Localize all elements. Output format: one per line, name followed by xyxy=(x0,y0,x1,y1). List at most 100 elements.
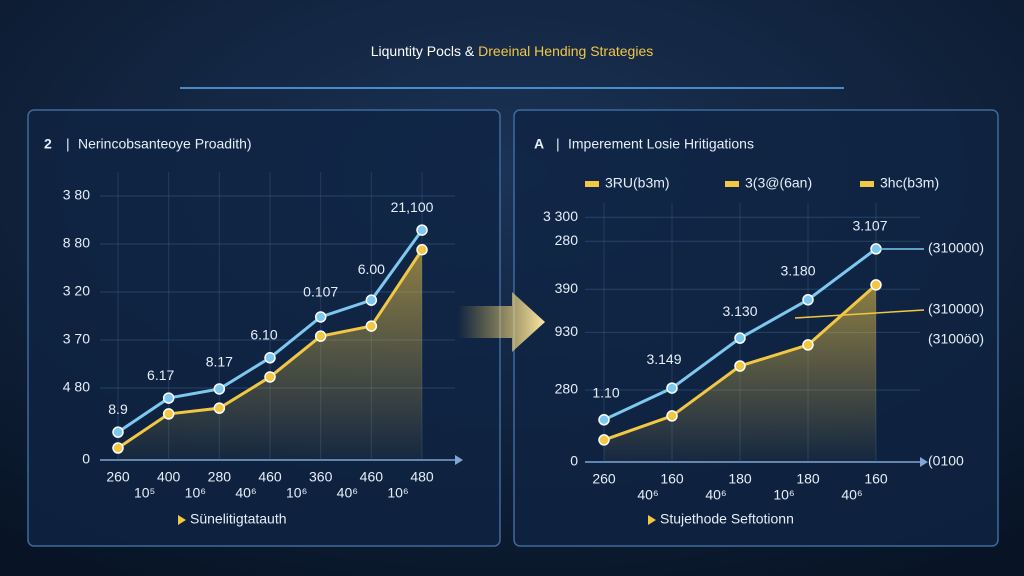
point xyxy=(365,320,378,332)
point xyxy=(162,392,175,404)
right-label: (3100ö0) xyxy=(928,331,984,347)
x-sublabel: 40⁶ xyxy=(637,487,658,503)
x-sublabel: 10⁶ xyxy=(286,485,307,501)
legend-label: Sünelitigtatauth xyxy=(190,511,287,527)
x-tick-label: 160 xyxy=(660,471,684,487)
y-tick-label: 930 xyxy=(555,323,579,339)
x-tick-label: 480 xyxy=(410,469,434,485)
x-tick-label: 460 xyxy=(360,469,384,485)
point xyxy=(666,410,678,422)
x-tick-label: 460 xyxy=(258,469,282,485)
annotation: 8.9 xyxy=(108,401,128,417)
x-tick-label: 400 xyxy=(157,469,181,485)
point xyxy=(416,224,428,236)
panel-title: Imperement Losie Hritigations xyxy=(568,136,754,152)
x-tick-label: 160 xyxy=(864,471,888,487)
x-tick-label: 260 xyxy=(106,469,130,485)
annotation: 21,100 xyxy=(391,199,434,215)
legend-label: 3RU(b3m) xyxy=(605,175,670,191)
annotation: 1.10 xyxy=(592,384,619,400)
x-tick-label: 280 xyxy=(208,469,232,485)
x-sublabel: 40⁶ xyxy=(235,485,256,501)
area xyxy=(118,249,423,460)
legend-swatch xyxy=(725,181,739,187)
main-title: Liquntity Pocls & Dreeinal Hending Strat… xyxy=(371,43,654,59)
legend-swatch xyxy=(860,181,874,187)
annotation: 3.130 xyxy=(722,303,757,319)
legend-swatch xyxy=(585,181,599,187)
x-tick-label: 260 xyxy=(592,471,616,487)
point xyxy=(264,352,276,364)
x-axis-arrow xyxy=(455,455,463,465)
y-tick-label: 0 xyxy=(82,451,90,467)
point xyxy=(870,279,882,291)
point xyxy=(112,442,124,454)
y-tick-label: 280 xyxy=(555,232,579,248)
annotation: 0.107 xyxy=(303,284,338,300)
y-tick-label: 4 80 xyxy=(63,379,90,395)
point xyxy=(314,311,327,323)
point xyxy=(598,434,610,446)
annotation: 3.149 xyxy=(646,351,681,367)
leader-line xyxy=(794,309,925,319)
point xyxy=(598,414,610,426)
panel-number: A xyxy=(534,136,544,152)
point xyxy=(734,360,746,372)
x-sublabel: 10⁶ xyxy=(185,485,206,501)
panel-number: 2 xyxy=(44,136,52,152)
y-tick-label: 3 300 xyxy=(543,208,578,224)
point xyxy=(264,371,276,383)
x-tick-label: 180 xyxy=(728,471,752,487)
panel-title: Nerincobsanteoye Proadith) xyxy=(78,136,252,152)
y-tick-label: 3 70 xyxy=(63,331,90,347)
right-label: (310000) xyxy=(928,301,984,317)
plots: 2 | Nerincobsanteoye Proadith) 0 4 80 3 70 3 2… xyxy=(44,136,984,527)
annotation: 6.17 xyxy=(147,367,174,383)
point xyxy=(416,244,428,256)
y-tick-label: 3 20 xyxy=(63,283,90,299)
point xyxy=(162,408,175,420)
x-sublabel: 10⁵ xyxy=(134,485,155,501)
y-tick-label: 3 80 xyxy=(63,187,90,203)
point xyxy=(734,332,746,344)
point xyxy=(314,330,327,342)
title-part: Liquntity Pocls & xyxy=(371,43,478,59)
annotation: 6.00 xyxy=(358,261,385,277)
panel-separator: | xyxy=(556,136,560,152)
x-sublabel: 40⁶ xyxy=(705,487,726,503)
x-tick-label: 360 xyxy=(309,469,333,485)
y-tick-label: 0 xyxy=(570,453,578,469)
annotation: 6.10 xyxy=(250,326,277,342)
right-label: (310000) xyxy=(928,240,984,256)
point xyxy=(213,402,226,414)
annotation: 8.17 xyxy=(206,354,233,370)
panel-separator: | xyxy=(66,136,70,152)
legend-label: Stujethode Seftotionn xyxy=(660,511,794,527)
x-sublabel: 40⁶ xyxy=(841,487,862,503)
legend-label: 3(3@(6an) xyxy=(745,175,812,191)
point xyxy=(213,383,226,395)
title-part: Dreeinal Hending Strategies xyxy=(478,43,653,59)
annotation: 3.180 xyxy=(780,262,815,278)
x-axis-arrow xyxy=(920,457,928,467)
y-tick-label: 280 xyxy=(555,381,579,397)
point xyxy=(802,339,814,351)
x-sublabel: 10⁶ xyxy=(387,485,408,501)
y-tick-label: 8 80 xyxy=(63,235,90,251)
flow-arrow xyxy=(458,292,545,352)
legend-label: 3hc(b3m) xyxy=(880,175,939,191)
legend-marker xyxy=(648,515,656,525)
point xyxy=(802,294,814,306)
x-tick-label: 180 xyxy=(796,471,820,487)
x-sublabel: 10⁶ xyxy=(773,487,794,503)
point xyxy=(365,294,378,306)
y-tick-label: 390 xyxy=(555,280,579,296)
legend-marker xyxy=(178,515,186,525)
annotation: 3.107 xyxy=(852,218,887,234)
point xyxy=(112,426,124,438)
right-label: (0100 xyxy=(928,453,964,469)
point xyxy=(666,382,678,394)
x-sublabel: 40⁶ xyxy=(337,485,358,501)
